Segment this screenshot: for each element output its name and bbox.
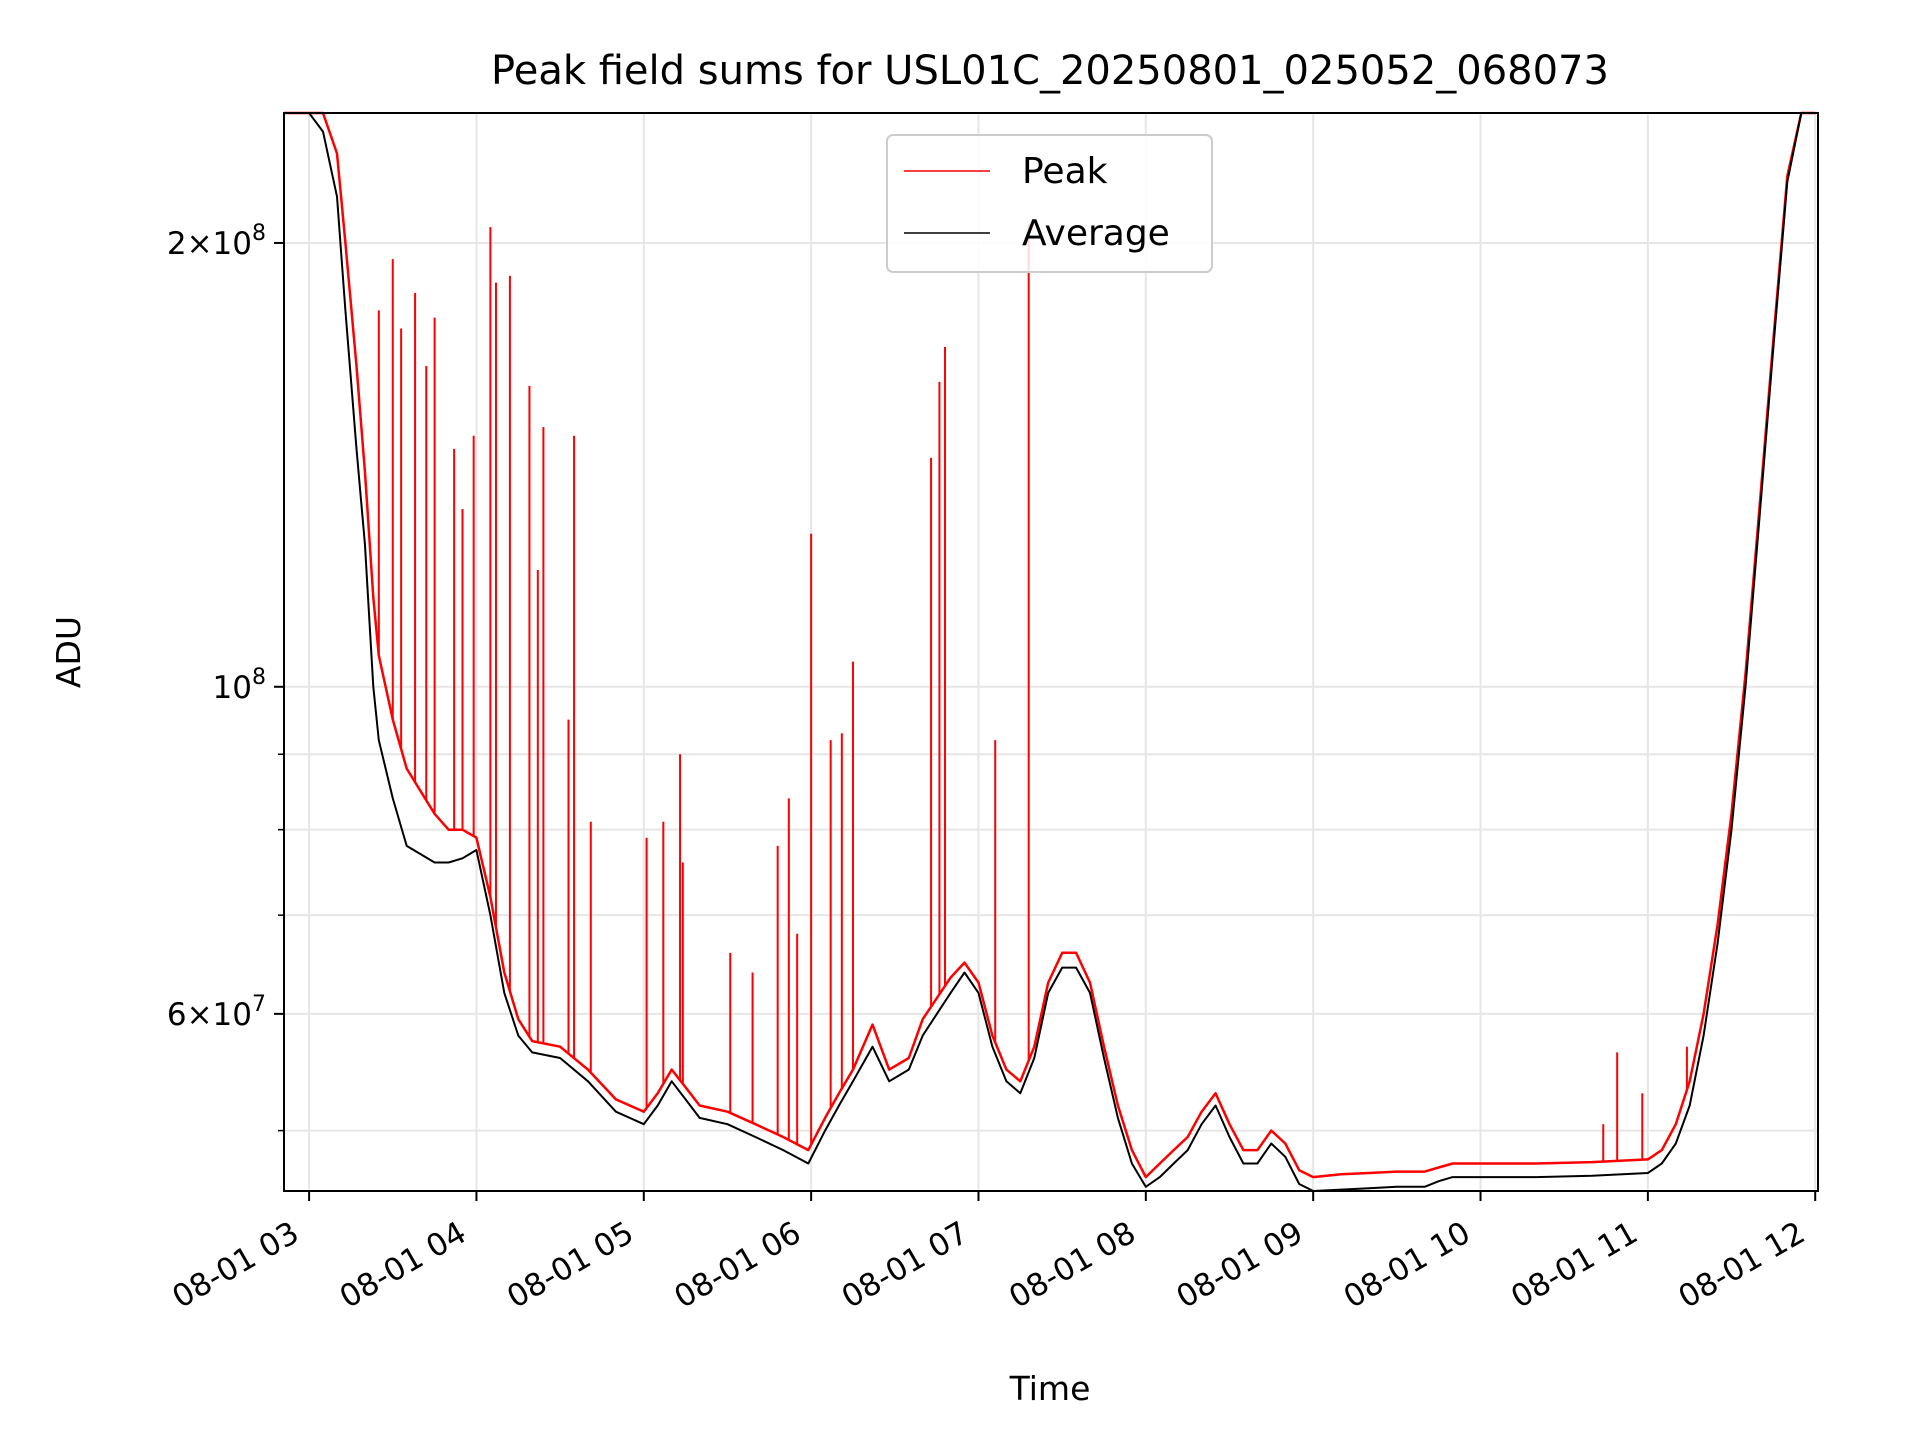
plot-frame xyxy=(283,112,1819,1192)
y-tick-label: 108 xyxy=(213,665,266,706)
y-tick-label: 2×108 xyxy=(167,221,266,262)
y-axis-label: ADU xyxy=(49,616,88,688)
legend-label-average: Average xyxy=(1022,213,1170,254)
series-peak-line xyxy=(284,111,1816,1179)
series-layer xyxy=(284,111,1816,1192)
y-axis-ticks: 2×108 108 6×107 xyxy=(167,221,284,1132)
series-average-line xyxy=(284,112,1816,1192)
x-axis-label: Time xyxy=(1009,1369,1091,1408)
legend-box xyxy=(886,134,1213,273)
chart-title: Peak field sums for USL01C_20250801_0250… xyxy=(491,48,1609,94)
legend: Peak Average xyxy=(886,134,1213,273)
legend-label-peak: Peak xyxy=(1022,151,1108,192)
y-tick-label: 6×107 xyxy=(167,992,266,1033)
